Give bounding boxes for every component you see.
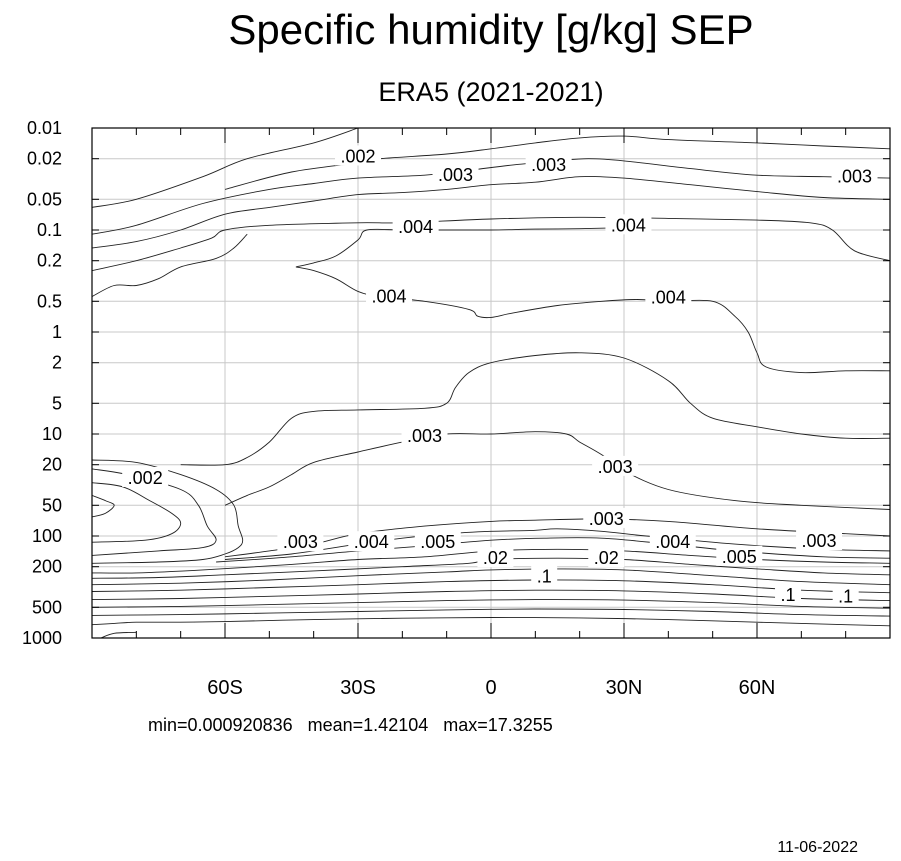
contour-line [92,589,890,602]
stats-text: min=0.000920836 mean=1.42104 max=17.3255 [148,715,553,735]
contour-line [180,352,890,466]
contour-line [92,568,890,586]
y-tick-label: 200 [32,557,62,577]
y-axis-labels: 0.01 0.02 0.05 0.1 0.2 0.5 1 2 5 10 20 50 100 200 500 1… [22,118,62,648]
x-tick-label: 30N [606,677,643,699]
y-tick-label: 0.01 [27,118,62,138]
contour-label-bg [832,585,859,606]
contour-label: .003 [589,509,624,529]
contour-label-bg [432,164,479,185]
contour-label: .1 [838,586,853,606]
y-tick-label: 0.1 [37,220,62,240]
y-tick-label: 2 [52,353,62,373]
contour-label-bg [531,565,558,586]
contour-label: .004 [651,288,686,308]
x-tick-label: 30S [340,677,376,699]
contour-line [100,631,137,638]
contour-label-bg [588,547,625,568]
y-tick-label: 0.02 [27,149,62,169]
contour-label: .003 [598,457,633,477]
y-tick-label: 1 [52,322,62,342]
contour-label-bg [414,531,461,552]
contour-label-bg [335,145,381,166]
contour-label: .02 [594,548,619,568]
y-tick-label: 500 [32,597,62,617]
contour-line [92,617,890,627]
y-tick-label: 0.05 [27,189,62,209]
contour-label-bg [477,547,514,568]
contour-line [216,537,890,563]
contour-label-bg [796,530,843,551]
y-tick-label: 0.2 [37,251,62,271]
x-tick-label: 60S [207,677,243,699]
contour-line [92,233,248,298]
contour-label-bg [716,545,763,566]
contour-label: .004 [655,532,690,552]
contour-label: .1 [781,585,796,605]
contour-line [92,608,890,617]
contour-label: .002 [340,146,375,166]
contour-labels: .002 .003 .003 .003 .004 .004 .004 .004 .003 .003… [122,145,878,606]
y-tick-label: 5 [52,393,62,413]
contour-label: .004 [398,217,433,237]
chart-subtitle: ERA5 (2021-2021) [378,77,603,107]
y-tick-label: 20 [42,455,62,475]
contour-label: .1 [537,567,552,587]
x-tick-label: 60N [739,677,776,699]
contour-label: .005 [420,532,455,552]
contour-label: .004 [354,532,389,552]
contour-label: .003 [531,155,566,175]
contour-line [92,216,890,272]
y-tick-label: 10 [42,424,62,444]
contour-label: .002 [128,468,163,488]
contour-label-bg [605,214,652,235]
contour-label-bg [525,153,572,174]
y-tick-label: 100 [32,526,62,546]
contour-label: .003 [802,531,837,551]
contour-label: .003 [283,532,318,552]
chart-title: Specific humidity [g/kg] SEP [228,6,753,53]
x-tick-label: 0 [485,677,496,699]
y-tick-label: 50 [42,495,62,515]
contour-label-bg [583,507,630,528]
contour-line [224,431,890,510]
contour-label-bg [401,425,448,446]
contour-line [92,482,182,543]
contour-line [295,266,890,374]
contour-line [92,158,890,235]
contour-label: .02 [483,548,508,568]
contour-line [92,459,244,564]
contour-label-bg [592,455,639,476]
contour-label: .004 [372,287,407,307]
contour-line [92,175,890,249]
contour-label-bg [277,531,324,552]
contour-label-bg [392,215,439,236]
contour-label: .005 [722,547,757,567]
axis-ticks [91,127,891,639]
y-tick-label: 0.5 [37,291,62,311]
contour-label: .003 [407,426,442,446]
contour-line [92,128,359,208]
contour-line [92,579,890,594]
contour-label-bg [831,165,878,186]
contour-label-bg [366,285,413,306]
contour-line [92,599,890,609]
contour-label-bg [645,286,692,307]
contour-label-bg [348,531,395,552]
contour-label: .004 [611,215,646,235]
contour-label: .003 [438,165,473,185]
contour-label: .003 [837,167,872,187]
contour-line [92,494,115,518]
contour-label-bg [775,584,802,605]
x-axis-labels: 60S 30S 0 30N 60N [207,677,775,699]
contour-label-bg [122,466,169,487]
date-stamp: 11-06-2022 [777,839,858,856]
y-tick-label: 1000 [22,628,62,648]
contour-label-bg [649,531,696,552]
